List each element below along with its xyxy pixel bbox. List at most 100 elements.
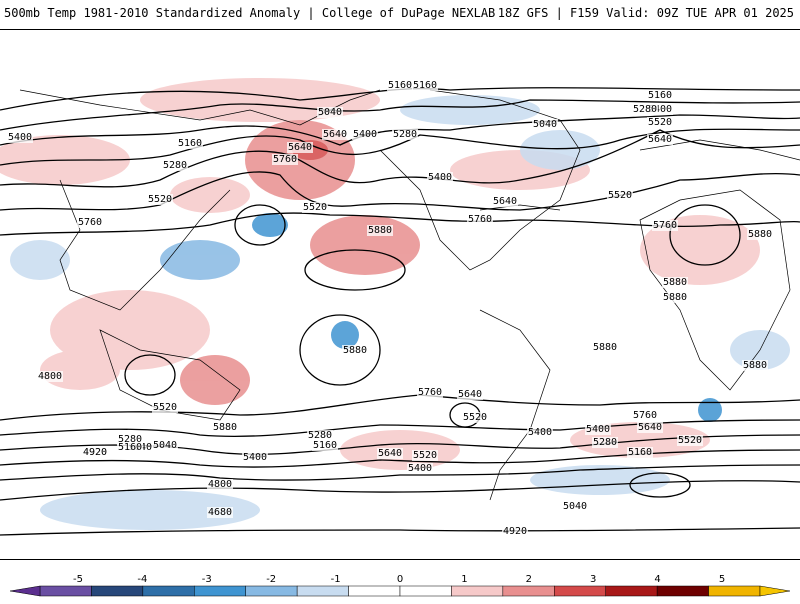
contour-label-bg — [387, 80, 413, 91]
colorbar-tick-label: 5 — [719, 574, 725, 585]
contour-label: 5880 — [663, 277, 687, 288]
contour-label-bg — [467, 214, 493, 225]
contour-label: 5040 — [533, 119, 557, 130]
colorbar-swatch — [605, 585, 658, 597]
contour-label: 5640 — [323, 129, 347, 140]
contour-label-bg — [747, 229, 773, 240]
contour-label-bg — [677, 435, 703, 446]
contour-label: 5760 — [468, 214, 492, 225]
coastlines — [19, 89, 800, 501]
contour-label: 5520 — [678, 435, 702, 446]
colorbar-tick-label: 1 — [461, 574, 467, 585]
contour-label-bg — [647, 134, 673, 145]
contour-label: 5280 — [633, 104, 657, 115]
contour-label: 5880 — [213, 422, 237, 433]
contour-label-bg — [302, 202, 328, 213]
contour-label: 5520 — [303, 202, 327, 213]
contour-label: 4800 — [38, 371, 62, 382]
colorbar-swatch — [554, 585, 606, 597]
colorbar-canvas: -5 -4 -3 -2 -1 0 1 2 3 4 5 — [9, 574, 791, 597]
contour-label-bg — [37, 371, 63, 382]
contour-label: 4920 — [503, 526, 527, 537]
contour-label: 5280 — [308, 430, 332, 441]
contour-label-bg — [322, 129, 348, 140]
contour-label: 5520 — [153, 402, 177, 413]
contour-label: 5880 — [368, 225, 392, 236]
contour-label-bg — [647, 117, 673, 128]
colorbar-tick-label: -1 — [331, 574, 341, 585]
contour-label-bg — [407, 463, 433, 474]
colorbar-swatch — [348, 585, 401, 597]
contour-label-bg — [7, 132, 33, 143]
contour-label: 5280 — [118, 434, 142, 445]
contour-label-bg — [207, 507, 233, 518]
colorbar-tick-label: 0 — [397, 574, 403, 585]
contour-label: 5400 — [648, 104, 672, 115]
colorbar-tick-label: -5 — [73, 574, 83, 585]
contour-label: 5280 — [163, 160, 187, 171]
contour-label: 5400 — [353, 129, 377, 140]
colorbar-tick-label: -2 — [266, 574, 276, 585]
contour-label-bg — [412, 80, 438, 91]
contour-label-bg — [392, 129, 418, 140]
contour-label: 5400 — [243, 452, 267, 463]
anomaly-map[interactable]: 5160 5040 5400 5160 5280 5520 5640 5760 5640 5760… — [0, 29, 800, 560]
contour-label-bg — [152, 440, 178, 451]
contour-label-bg — [417, 387, 443, 398]
colorbar-swatch — [296, 585, 349, 597]
contour-label: 5160 — [178, 138, 202, 149]
contour-label-bg — [607, 190, 633, 201]
height-contours — [0, 87, 800, 536]
colorbar-tick-label: 2 — [526, 574, 532, 585]
contour-label-bg — [77, 217, 103, 228]
contour-label: 5640 — [288, 142, 312, 153]
map-title: 500mb Temp 1981-2010 Standardized Anomal… — [4, 6, 496, 20]
contour-label-bg — [287, 142, 313, 153]
contour-label: 5160 — [628, 447, 652, 458]
contour-label: 5160 — [388, 80, 412, 91]
contour-label: 4920 — [83, 447, 107, 458]
contour-label: 5760 — [633, 410, 657, 421]
contour-label-bg — [662, 277, 688, 288]
contour-label-bg — [312, 440, 338, 451]
contour-label: 5640 — [378, 448, 402, 459]
contour-label: 5040 — [563, 501, 587, 512]
contour-label-bg — [272, 154, 298, 165]
contour-label: 5640 — [493, 196, 517, 207]
colorbar-swatch — [399, 585, 452, 597]
contour-label-bg — [177, 138, 203, 149]
contour-label-bg — [632, 410, 658, 421]
colorbar-swatch — [502, 585, 555, 597]
model-run-info: 18Z GFS | F159 Valid: 09Z TUE APR 01 202… — [497, 6, 794, 20]
contour-label-bg — [117, 442, 143, 453]
contour-label-bg — [207, 479, 233, 490]
contour-label-bg — [742, 360, 768, 371]
contour-label: 5880 — [593, 342, 617, 353]
contour-label-bg — [647, 90, 673, 101]
contour-label-bg — [377, 448, 403, 459]
contour-label-bg — [502, 526, 528, 537]
colorbar-swatch — [245, 585, 298, 597]
contour-label: 5520 — [648, 117, 672, 128]
contour-label-bg — [585, 424, 611, 435]
contour-label-bg — [652, 220, 678, 231]
contour-label-bg — [527, 427, 553, 438]
colorbar: -5 -4 -3 -2 -1 0 1 2 3 4 5 — [0, 568, 800, 600]
colorbar-tick-label: -3 — [202, 574, 212, 585]
contour-label-bg — [637, 422, 663, 433]
contour-label-bg — [632, 104, 658, 115]
contour-label-bg — [117, 434, 143, 445]
contour-label: 5880 — [748, 229, 772, 240]
contour-label: 5040 — [153, 440, 177, 451]
colorbar-tick-label: 3 — [590, 574, 596, 585]
contour-label: 5520 — [148, 194, 172, 205]
contour-label: 5760 — [418, 387, 442, 398]
contour-label-bg — [82, 447, 108, 458]
colorbar-swatch — [142, 585, 195, 597]
contour-label: 4680 — [208, 507, 232, 518]
contour-label: 5880 — [343, 345, 367, 356]
contour-label-bg — [592, 342, 618, 353]
contour-label: 5280 — [593, 437, 617, 448]
contour-label: 5760 — [273, 154, 297, 165]
contour-label-bg — [162, 160, 188, 171]
